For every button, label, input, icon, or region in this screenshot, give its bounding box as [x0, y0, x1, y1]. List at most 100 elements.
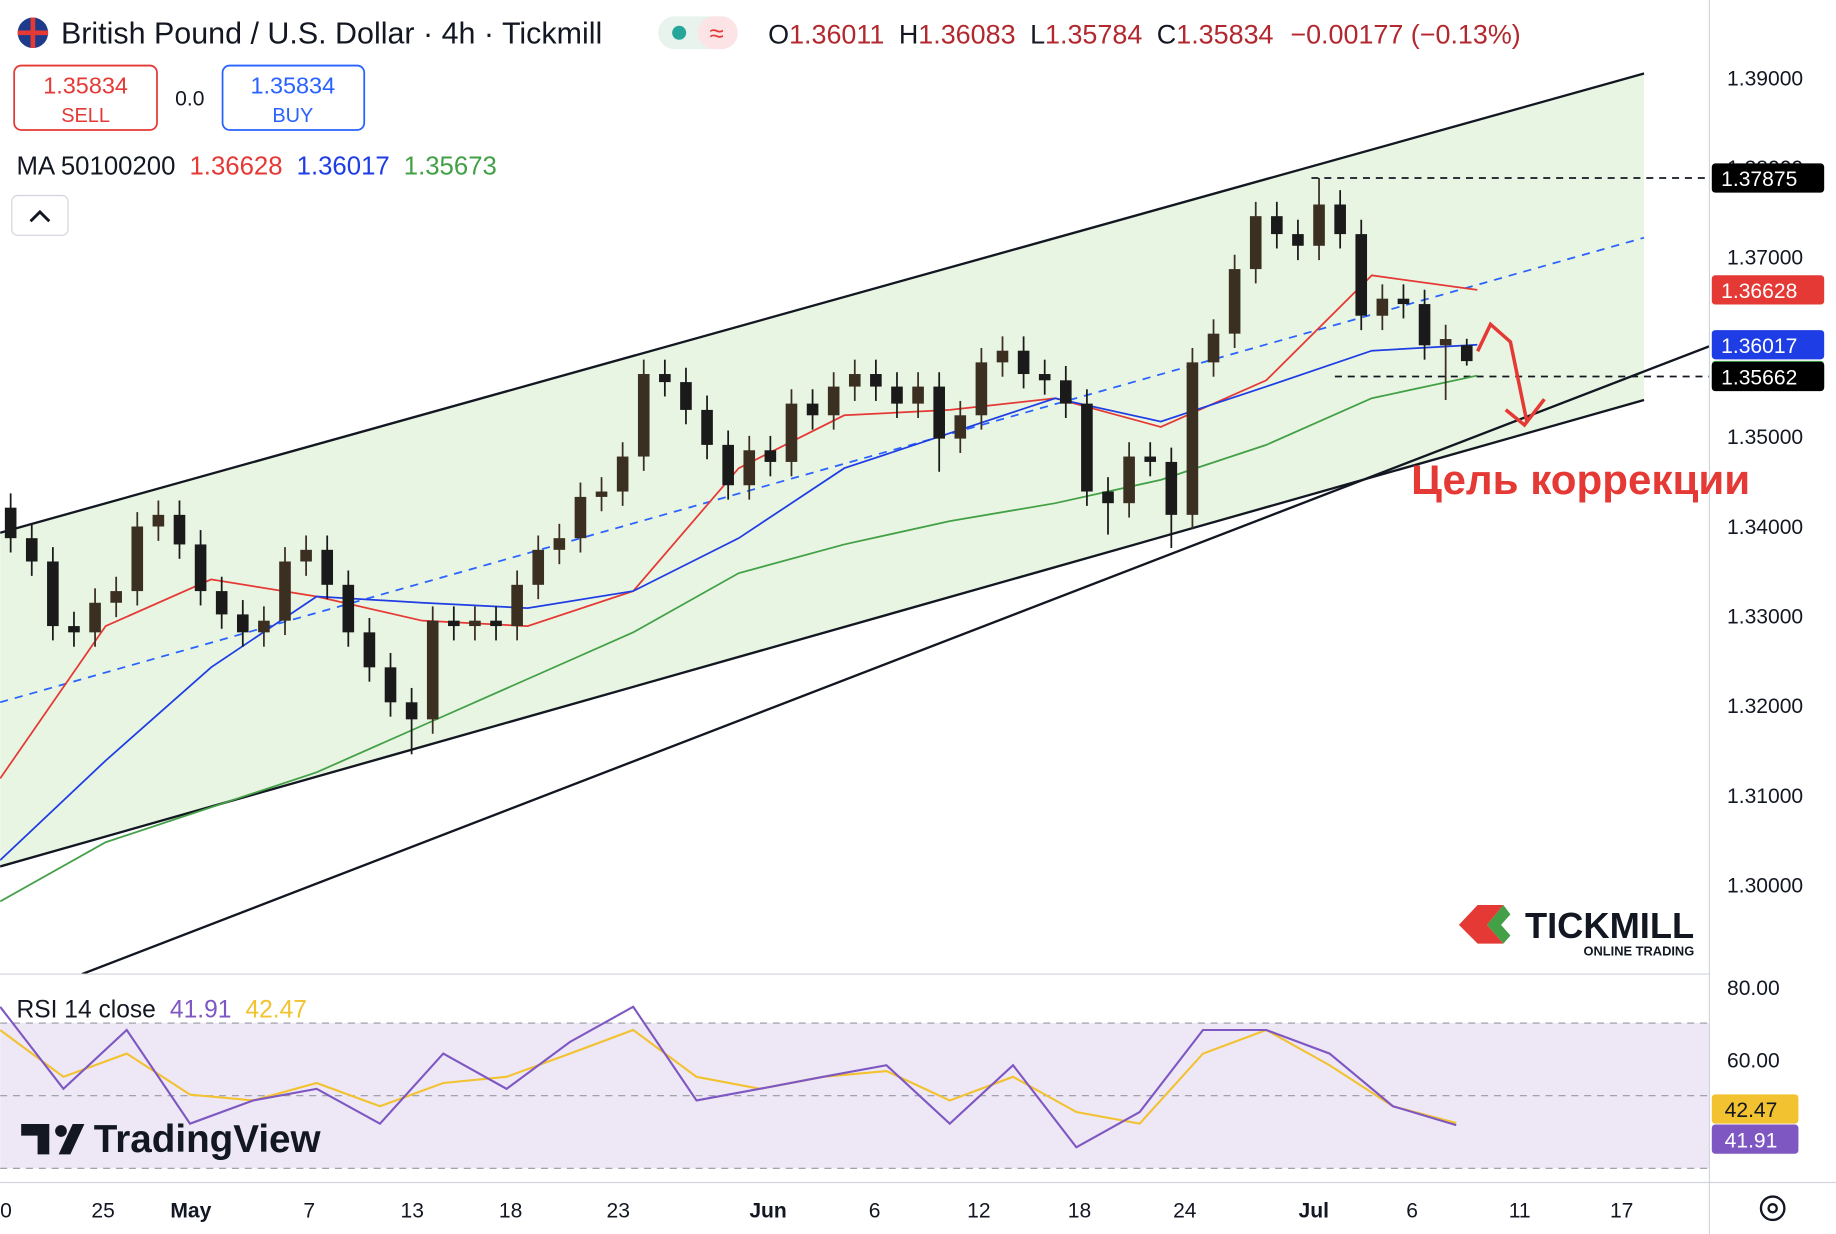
- candle-body: [342, 584, 355, 633]
- x-tick-label: 6: [869, 1200, 881, 1223]
- candle-body: [173, 514, 186, 545]
- x-tick-label: 18: [1068, 1200, 1091, 1223]
- candle-body: [1081, 403, 1093, 492]
- candle-body: [1144, 456, 1157, 462]
- header: British Pound / U.S. Dollar · 4h · Tickm…: [11, 16, 1521, 1023]
- x-tick-label: 6: [1406, 1200, 1418, 1223]
- tv-mark-slash: [58, 1123, 85, 1155]
- price-tag-label: 1.36017: [1721, 335, 1797, 358]
- price-tag: [1711, 330, 1825, 360]
- ma-legend: MA 50100200 1.36628 1.36017 1.35673: [17, 152, 497, 180]
- x-tick-label: 7: [303, 1200, 315, 1223]
- tickmill-logo: TICKMILL ONLINE TRADING: [1458, 905, 1694, 958]
- candle-body: [659, 374, 671, 383]
- price-tag-label: 1.36628: [1721, 280, 1797, 303]
- candle-body: [25, 538, 38, 562]
- candle-body: [806, 403, 819, 416]
- logo-mark-accent: [1486, 905, 1511, 944]
- candle-body: [553, 538, 566, 550]
- logo-tagline: ONLINE TRADING: [1583, 943, 1694, 958]
- y-tick-label: 80.00: [1727, 977, 1780, 1000]
- axes: 1.30000 1.31000 1.32000 1.33000 1.34000 1.350…: [0, 67, 1825, 1223]
- y-tick-label: 1.35000: [1727, 426, 1803, 449]
- candle-body: [1123, 456, 1135, 504]
- candle-body: [47, 561, 59, 627]
- watermark: TradingView: [94, 1118, 322, 1161]
- tv-mark-dot: [55, 1125, 67, 1137]
- candle-body: [469, 620, 481, 627]
- sell-button[interactable]: [13, 64, 158, 131]
- candle-body: [1207, 333, 1220, 363]
- candle-body: [912, 386, 924, 404]
- ma-legend-value: 1.36017: [297, 152, 390, 180]
- x-tick-label: May: [170, 1200, 211, 1223]
- rsi-line: [0, 1028, 1457, 1125]
- rsi-tag: [1711, 1124, 1799, 1154]
- candle-body: [1460, 345, 1473, 362]
- buy-button[interactable]: [221, 64, 366, 131]
- candle-body: [595, 491, 608, 497]
- rsi-legend: RSI 14 close 41.91 42.47: [17, 996, 307, 1023]
- rsi-legend-value: 41.91: [170, 996, 232, 1023]
- candle-body: [827, 386, 840, 416]
- x-tick-label: Jun: [749, 1200, 786, 1223]
- candle-body: [532, 549, 545, 585]
- ohlc-value: 1.35784: [1045, 19, 1142, 49]
- candle-body: [701, 409, 713, 445]
- candle-body: [300, 549, 312, 562]
- candle-body: [1397, 298, 1410, 305]
- candle-body: [426, 620, 439, 720]
- candle-body: [4, 507, 17, 539]
- candle-body: [1271, 216, 1283, 235]
- ohlc-label: H: [899, 19, 918, 49]
- candle-body: [1017, 350, 1030, 375]
- candle-body: [637, 374, 650, 457]
- logo-name: TICKMILL: [1525, 905, 1694, 946]
- trendline: [81, 345, 1710, 975]
- trendline: [0, 236, 1645, 704]
- y-tick-label: 60.00: [1727, 1050, 1780, 1073]
- rsi-tag: [1711, 1094, 1799, 1124]
- ma-legend-value: 1.36628: [189, 152, 282, 180]
- candle-body: [1355, 234, 1368, 316]
- rsi-tag-label: 41.91: [1725, 1129, 1778, 1152]
- y-tick-label: 1.37000: [1727, 247, 1803, 270]
- candle-body: [1060, 380, 1072, 404]
- y-tick-label: 1.31000: [1727, 785, 1803, 808]
- candle-body: [1228, 269, 1241, 334]
- candle-body: [933, 386, 945, 439]
- ohlc-label: L: [1030, 19, 1045, 49]
- candle-body: [848, 374, 861, 387]
- x-tick-label: Jul: [1299, 1200, 1329, 1223]
- candle-body: [236, 614, 249, 633]
- collapse-button[interactable]: [11, 194, 69, 236]
- candle-body: [616, 456, 629, 492]
- candle-body: [891, 386, 903, 404]
- ma-legend-title: MA 50100200: [17, 152, 176, 180]
- candle-body: [1249, 216, 1262, 270]
- candle-body: [321, 549, 334, 585]
- candle-body: [1334, 204, 1346, 235]
- candle-body: [448, 620, 460, 627]
- candle-body: [1186, 362, 1199, 515]
- tv-mark: [21, 1123, 50, 1155]
- moving-average: [0, 274, 1478, 780]
- settings-icon[interactable]: [1759, 1195, 1786, 1222]
- main-pane: [0, 72, 1710, 975]
- sell-price: 1.35834: [43, 73, 128, 99]
- candle-body: [384, 667, 397, 703]
- candle-body: [215, 591, 228, 615]
- rsi-legend-value: 42.47: [245, 996, 307, 1023]
- candle-body: [194, 544, 207, 592]
- x-tick-label: 18: [499, 1200, 522, 1223]
- candle-body: [1165, 461, 1178, 515]
- candle-body: [152, 514, 165, 527]
- buy-label: BUY: [272, 105, 313, 127]
- y-tick-label: 1.34000: [1727, 516, 1803, 539]
- ohlc-label: O: [768, 19, 789, 49]
- ma-legend-value: 1.35673: [404, 152, 497, 180]
- candle-body: [110, 591, 122, 603]
- tradingview-logo: TradingView: [21, 1118, 322, 1161]
- candle-body: [1038, 374, 1051, 381]
